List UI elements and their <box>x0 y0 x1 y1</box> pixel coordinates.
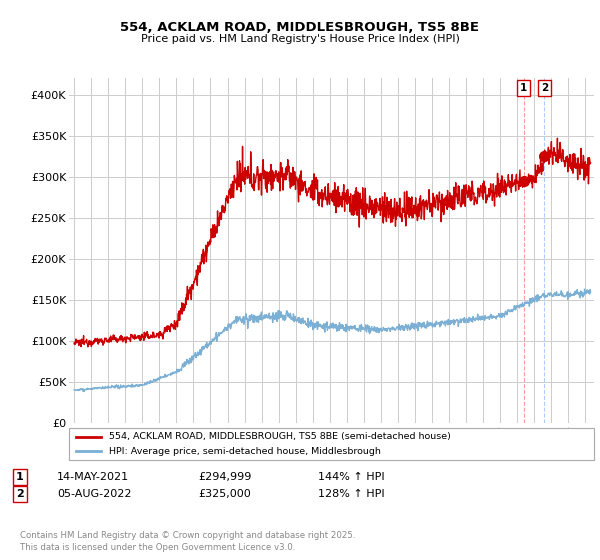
Text: 128% ↑ HPI: 128% ↑ HPI <box>318 489 385 499</box>
Text: Price paid vs. HM Land Registry's House Price Index (HPI): Price paid vs. HM Land Registry's House … <box>140 34 460 44</box>
Text: 2: 2 <box>16 489 23 499</box>
Text: Contains HM Land Registry data © Crown copyright and database right 2025.
This d: Contains HM Land Registry data © Crown c… <box>20 531 355 552</box>
Text: 14-MAY-2021: 14-MAY-2021 <box>57 472 129 482</box>
Text: 2: 2 <box>541 83 548 94</box>
Text: 05-AUG-2022: 05-AUG-2022 <box>57 489 131 499</box>
Text: 1: 1 <box>16 472 23 482</box>
Text: HPI: Average price, semi-detached house, Middlesbrough: HPI: Average price, semi-detached house,… <box>109 447 380 456</box>
Text: 1: 1 <box>520 83 527 94</box>
Text: £294,999: £294,999 <box>198 472 251 482</box>
Text: 144% ↑ HPI: 144% ↑ HPI <box>318 472 385 482</box>
Text: 554, ACKLAM ROAD, MIDDLESBROUGH, TS5 8BE: 554, ACKLAM ROAD, MIDDLESBROUGH, TS5 8BE <box>121 21 479 34</box>
Text: 554, ACKLAM ROAD, MIDDLESBROUGH, TS5 8BE (semi-detached house): 554, ACKLAM ROAD, MIDDLESBROUGH, TS5 8BE… <box>109 432 451 441</box>
Text: £325,000: £325,000 <box>198 489 251 499</box>
